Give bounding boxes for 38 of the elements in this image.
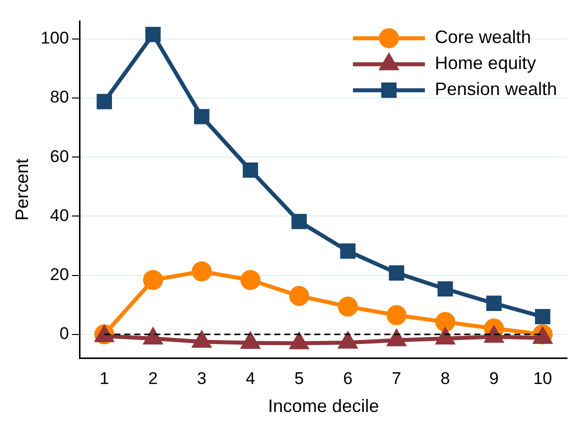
- point: [438, 281, 453, 297]
- point: [192, 261, 212, 282]
- legend-label: Home equity: [434, 53, 536, 74]
- y-tick-label: 80: [50, 88, 69, 107]
- legend-label: Core wealth: [434, 27, 531, 48]
- point: [338, 296, 358, 317]
- x-axis-title: Income decile: [268, 396, 380, 416]
- x-tick-label: 3: [196, 368, 206, 388]
- x-tick-label: 5: [294, 368, 304, 388]
- point: [242, 162, 258, 178]
- point: [145, 26, 161, 42]
- point: [388, 265, 404, 281]
- point: [534, 308, 550, 324]
- point: [340, 243, 356, 259]
- y-tick-label: 20: [50, 264, 69, 284]
- x-tick-label: 9: [489, 368, 499, 388]
- point: [96, 94, 112, 110]
- point: [194, 108, 210, 124]
- x-tick-label: 6: [343, 368, 353, 388]
- point: [291, 214, 307, 230]
- point: [289, 286, 310, 306]
- x-tick-label: 4: [246, 368, 256, 388]
- y-tick-label: 60: [50, 146, 69, 166]
- point: [240, 270, 260, 290]
- y-axis-title: Percent: [12, 158, 32, 221]
- point: [435, 312, 456, 332]
- y-tick-label: 40: [50, 206, 69, 225]
- x-tick-label: 8: [440, 368, 450, 388]
- point: [486, 296, 502, 311]
- x-tick-label: 2: [148, 368, 158, 388]
- x-tick-label: 7: [392, 368, 402, 388]
- point: [143, 270, 164, 290]
- y-tick-label: 100: [40, 28, 69, 48]
- point: [386, 305, 407, 326]
- x-tick-label: 10: [533, 368, 552, 388]
- x-tick-label: 1: [100, 368, 110, 388]
- legend-label: Pension wealth: [434, 79, 558, 100]
- y-tick-label: 0: [59, 324, 69, 344]
